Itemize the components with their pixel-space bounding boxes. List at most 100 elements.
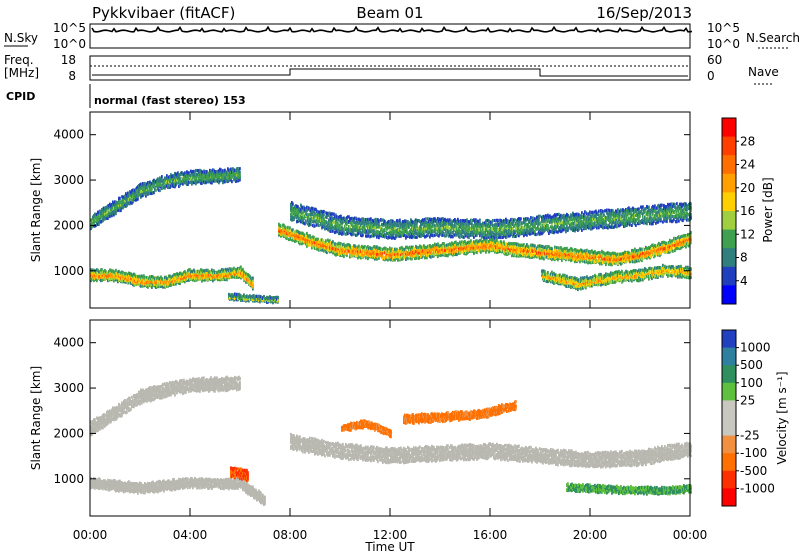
freq-label: Freq. xyxy=(4,53,34,67)
scatter-cell xyxy=(239,171,241,174)
scatter-cell xyxy=(475,247,477,250)
scatter-cell xyxy=(243,270,245,273)
scatter-cell xyxy=(332,230,334,233)
scatter-cell xyxy=(392,220,394,223)
scatter-cell xyxy=(151,187,153,190)
scatter-cell xyxy=(322,239,324,242)
scatter-cell xyxy=(287,226,289,229)
scatter-cell xyxy=(412,221,414,224)
scatter-cell xyxy=(289,226,291,229)
power-scatter xyxy=(90,167,692,304)
scatter-cell xyxy=(252,277,254,280)
scatter-cell xyxy=(685,245,687,248)
scatter-cell xyxy=(239,167,241,170)
scatter-cell xyxy=(674,240,676,243)
scatter-cell xyxy=(675,237,677,240)
scatter-cell xyxy=(672,250,674,253)
scatter-cell xyxy=(292,203,294,206)
scatter-cell xyxy=(147,188,149,191)
radar-title: Pykkvibaer (fitACF) xyxy=(92,4,235,22)
scatter-cell xyxy=(362,234,364,237)
freq-trace xyxy=(92,69,688,76)
scatter-cell xyxy=(118,270,120,273)
scatter-cell xyxy=(349,225,351,228)
freq-tick-low: 8 xyxy=(68,69,76,83)
scatter-cell xyxy=(628,251,630,254)
scatter-cell xyxy=(416,225,418,228)
scatter-cell xyxy=(353,233,355,236)
freq-tick-high: 18 xyxy=(61,53,76,67)
scatter-cell xyxy=(556,246,558,249)
noise-trace xyxy=(92,27,692,32)
noise-tick-low-left: 10^0 xyxy=(53,37,86,51)
scatter-cell xyxy=(367,218,369,221)
scatter-cell xyxy=(496,239,498,242)
scatter-cell xyxy=(323,217,325,220)
scatter-cell xyxy=(325,239,327,242)
scatter-cell xyxy=(122,271,124,274)
scatter-cell xyxy=(368,221,370,224)
scatter-cell xyxy=(129,198,131,201)
scatter-cell xyxy=(343,255,345,258)
nave-label: Nave xyxy=(748,65,779,79)
noise-tick-low-right: 10^0 xyxy=(707,37,740,51)
scatter-cell xyxy=(305,219,307,222)
scatter-cell xyxy=(332,240,334,243)
scatter-cell xyxy=(170,185,172,188)
scatter-cell xyxy=(230,168,232,171)
scatter-cell xyxy=(365,256,367,259)
scatter-cell xyxy=(480,251,482,254)
noise-tick-high-left: 10^5 xyxy=(53,21,86,35)
scatter-cell xyxy=(101,268,103,271)
nave-tick-high: 60 xyxy=(707,53,722,67)
scatter-cell xyxy=(543,257,545,260)
scatter-cell xyxy=(397,219,399,222)
scatter-cell xyxy=(231,180,233,183)
scatter-cell xyxy=(551,247,553,250)
scatter-cell xyxy=(381,227,383,230)
scatter-cell xyxy=(115,212,117,215)
noise-tick-high-right: 10^5 xyxy=(707,21,740,35)
scatter-cell xyxy=(396,234,398,237)
scatter-cell xyxy=(558,246,560,249)
scatter-cell xyxy=(337,222,339,225)
scatter-cell xyxy=(149,181,151,184)
scatter-cell xyxy=(240,266,242,269)
scatter-cell xyxy=(233,267,235,270)
scatter-cell xyxy=(425,217,427,220)
nsearch-label: N.Search xyxy=(746,31,800,45)
scatter-cell xyxy=(554,246,556,249)
beam-title: Beam 01 xyxy=(356,4,423,22)
scatter-cell xyxy=(179,177,181,180)
freq-unit: [MHz] xyxy=(4,66,39,80)
scatter-cell xyxy=(125,272,127,275)
scatter-cell xyxy=(239,174,241,177)
scatter-cell xyxy=(310,223,312,226)
scatter-cell xyxy=(323,213,325,216)
scatter-cell xyxy=(161,175,163,178)
scatter-cell xyxy=(291,212,293,215)
scatter-cell xyxy=(586,249,588,252)
cpid-label: CPID xyxy=(6,90,35,103)
scatter-cell xyxy=(384,220,386,223)
scatter-cell xyxy=(641,248,643,251)
scatter-cell xyxy=(323,210,325,213)
scatter-cell xyxy=(636,249,638,252)
scatter-cell xyxy=(407,257,409,260)
scatter-cell xyxy=(119,197,121,200)
nave-tick-low: 0 xyxy=(707,69,715,83)
scatter-cell xyxy=(159,189,161,192)
scatter-cell xyxy=(318,224,320,227)
scatter-cell xyxy=(599,251,601,254)
nsky-label: N.Sky xyxy=(4,31,38,45)
scatter-cell xyxy=(673,237,675,240)
cpid-text: normal (fast stereo) 153 xyxy=(94,94,246,107)
scatter-cell xyxy=(399,219,401,222)
scatter-cell xyxy=(104,278,106,281)
noise-line xyxy=(92,27,692,32)
scatter-cell xyxy=(461,251,463,254)
scatter-cell xyxy=(476,251,478,254)
date-title: 16/Sep/2013 xyxy=(596,4,692,22)
scatter-cell xyxy=(416,246,418,249)
